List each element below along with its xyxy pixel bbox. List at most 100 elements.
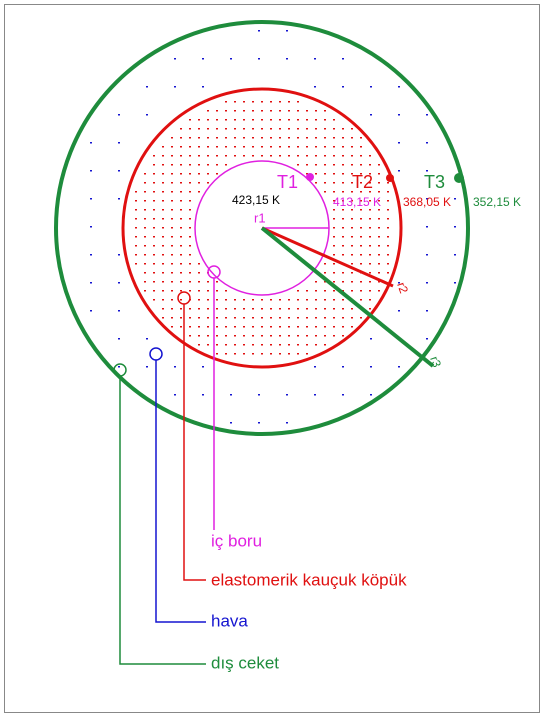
dot xyxy=(252,353,254,355)
dot xyxy=(261,335,263,337)
dot xyxy=(351,200,353,202)
dot xyxy=(216,155,218,157)
dot xyxy=(426,338,428,340)
dot xyxy=(171,173,173,175)
dot xyxy=(387,272,389,274)
dot xyxy=(198,326,200,328)
dot xyxy=(270,317,272,319)
dot xyxy=(180,182,182,184)
dot xyxy=(315,281,317,283)
dot xyxy=(342,164,344,166)
dot xyxy=(162,218,164,220)
dot xyxy=(234,119,236,121)
dot xyxy=(198,164,200,166)
dot xyxy=(333,245,335,247)
dot xyxy=(225,326,227,328)
dot xyxy=(333,146,335,148)
r3-line xyxy=(260,226,435,368)
dot xyxy=(370,86,372,88)
dot xyxy=(162,263,164,265)
jacket-label: dış ceket xyxy=(211,653,279,672)
dot xyxy=(216,128,218,130)
dot xyxy=(378,191,380,193)
dot xyxy=(189,272,191,274)
dot xyxy=(360,218,362,220)
dot xyxy=(342,58,344,60)
foam-circle xyxy=(121,87,403,369)
dot xyxy=(288,335,290,337)
t1-label: T1 xyxy=(277,172,298,192)
dot xyxy=(279,326,281,328)
dot xyxy=(135,191,137,193)
dot xyxy=(288,155,290,157)
dot xyxy=(171,209,173,211)
dot xyxy=(216,164,218,166)
dot xyxy=(378,227,380,229)
r3-label: r3 xyxy=(427,354,444,369)
dot xyxy=(171,299,173,301)
dot xyxy=(351,146,353,148)
dot xyxy=(180,155,182,157)
dot xyxy=(216,344,218,346)
dot xyxy=(378,254,380,256)
dot xyxy=(180,281,182,283)
t2-temp: 368,05 K xyxy=(403,195,451,209)
dot xyxy=(360,254,362,256)
dot xyxy=(198,281,200,283)
dot xyxy=(315,164,317,166)
dot xyxy=(270,146,272,148)
dot xyxy=(387,191,389,193)
dot xyxy=(118,310,120,312)
dot xyxy=(207,281,209,283)
dot xyxy=(216,317,218,319)
dot xyxy=(171,182,173,184)
dot xyxy=(198,191,200,193)
dot xyxy=(189,200,191,202)
dot xyxy=(198,263,200,265)
dot xyxy=(189,281,191,283)
dot xyxy=(279,101,281,103)
t2-point xyxy=(386,174,394,182)
dot xyxy=(351,218,353,220)
dot xyxy=(118,170,120,172)
dot xyxy=(243,137,245,139)
dot xyxy=(297,326,299,328)
dot xyxy=(258,58,260,60)
dot xyxy=(261,137,263,139)
jacket-circle xyxy=(54,20,470,436)
dot xyxy=(144,263,146,265)
dot xyxy=(378,236,380,238)
dot xyxy=(306,164,308,166)
dot xyxy=(315,119,317,121)
dot xyxy=(225,344,227,346)
dot xyxy=(314,86,316,88)
dot xyxy=(398,366,400,368)
dot xyxy=(153,173,155,175)
dot xyxy=(207,137,209,139)
dot xyxy=(90,226,92,228)
dot xyxy=(342,326,344,328)
dot xyxy=(315,299,317,301)
dot xyxy=(189,263,191,265)
dot xyxy=(180,245,182,247)
dot xyxy=(279,128,281,130)
dot xyxy=(243,128,245,130)
dot xyxy=(171,245,173,247)
dot xyxy=(198,137,200,139)
dot xyxy=(398,310,400,312)
dot xyxy=(207,119,209,121)
dot xyxy=(146,114,148,116)
dot xyxy=(342,335,344,337)
dot xyxy=(270,119,272,121)
dot xyxy=(314,366,316,368)
dot xyxy=(333,227,335,229)
dot xyxy=(378,272,380,274)
dot xyxy=(189,173,191,175)
dot xyxy=(351,326,353,328)
dot xyxy=(216,173,218,175)
dot xyxy=(333,200,335,202)
dot xyxy=(297,119,299,121)
dot xyxy=(162,236,164,238)
dot xyxy=(342,299,344,301)
dot xyxy=(189,155,191,157)
